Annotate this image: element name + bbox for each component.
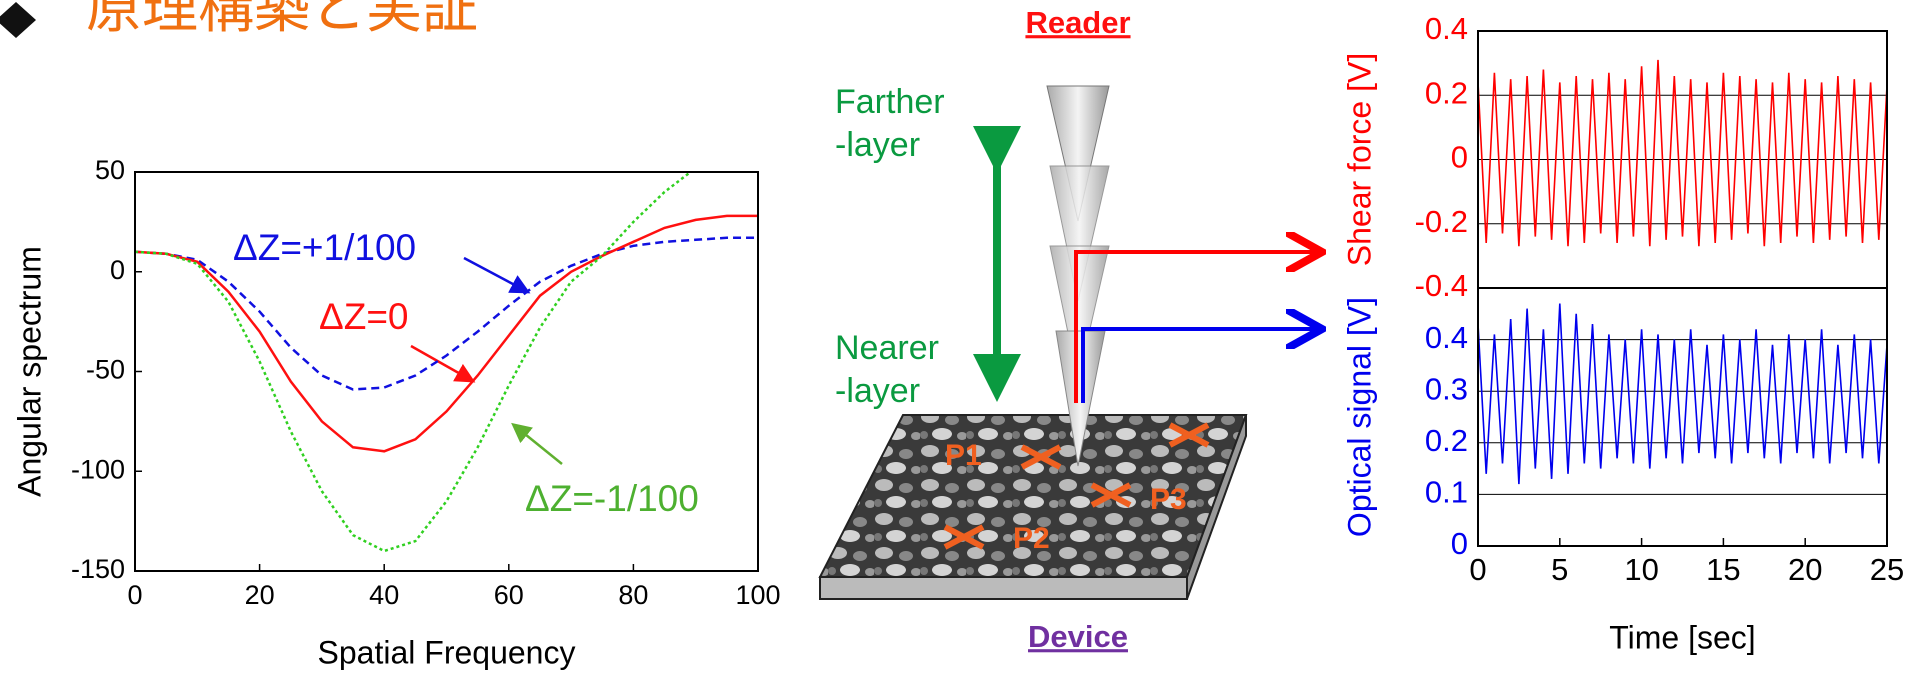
x-tick-label: 60 [494, 580, 524, 610]
y-axis-label: Angular spectrum [11, 246, 47, 497]
y-axis-label: Shear force [V] [1341, 53, 1377, 266]
x-tick-label: 80 [618, 580, 648, 610]
x-tick-label: 20 [1788, 552, 1822, 587]
layer-label: Nearer [835, 329, 939, 367]
point-label: P2 [1013, 522, 1050, 555]
y-tick-label: -150 [71, 554, 125, 584]
y-tick-label: 0 [1451, 526, 1468, 561]
y-tick-label: 0.1 [1425, 475, 1468, 510]
x-tick-label: 40 [369, 580, 399, 610]
x-tick-label: 25 [1870, 552, 1904, 587]
x-tick-label: 0 [127, 580, 142, 610]
layer-label: -layer [835, 372, 920, 410]
y-tick-label: -50 [86, 355, 125, 385]
layer-label: Farther [835, 83, 945, 121]
point-label: P1 [945, 439, 982, 472]
y-tick-label: 0.3 [1425, 371, 1468, 406]
point-label: P3 [1150, 483, 1187, 516]
x-tick-label: 100 [735, 580, 780, 610]
device-label: Device [1028, 619, 1128, 654]
y-tick-label: 50 [95, 155, 125, 185]
arrow [464, 258, 526, 291]
series-line [135, 216, 758, 451]
x-tick-label: 0 [1469, 552, 1486, 587]
slide-title: 原理構築と実証 [86, 0, 478, 39]
x-tick-label: 5 [1551, 552, 1568, 587]
x-axis-label: Time [sec] [1609, 619, 1755, 655]
annotation: ΔZ=-1/100 [525, 478, 699, 519]
y-tick-label: 0.4 [1425, 320, 1468, 355]
y-tick-label: -0.2 [1415, 204, 1468, 239]
y-tick-label: 0.4 [1425, 11, 1468, 46]
arrow [411, 346, 471, 380]
series-line [1478, 60, 1887, 246]
annotation: ΔZ=+1/100 [233, 227, 416, 268]
y-tick-label: 0 [110, 255, 125, 285]
x-tick-label: 20 [245, 580, 275, 610]
device-front [820, 577, 1187, 599]
x-axis-label: Spatial Frequency [318, 634, 576, 670]
y-tick-label: 0.2 [1425, 75, 1468, 110]
y-tick-label: -0.4 [1415, 268, 1468, 303]
plot-frame [1478, 288, 1887, 546]
series-line [1478, 304, 1887, 485]
arrow [515, 426, 562, 464]
x-tick-label: 15 [1706, 552, 1740, 587]
y-tick-label: 0 [1451, 140, 1468, 175]
y-tick-label: -100 [71, 454, 125, 484]
annotation: ΔZ=0 [319, 296, 409, 337]
signal-arrow [1083, 329, 1318, 403]
layer-label: -layer [835, 126, 920, 164]
y-tick-label: 0.2 [1425, 423, 1468, 458]
x-tick-label: 10 [1624, 552, 1658, 587]
reader-label: Reader [1025, 5, 1130, 40]
bullet [0, 2, 36, 38]
slide: 原理構築と実証 ΔZ=+1/100 ΔZ=0 ΔZ=-1/100 Reader … [0, 0, 1916, 675]
y-axis-label: Optical signal [V] [1341, 297, 1377, 537]
